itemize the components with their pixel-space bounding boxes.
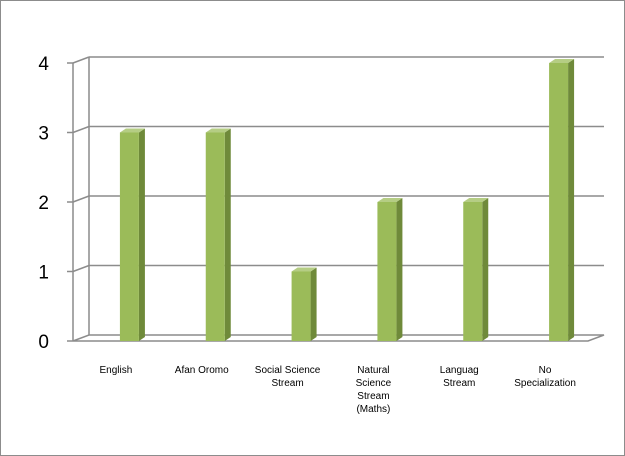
gridline-depth bbox=[72, 195, 90, 203]
bar bbox=[205, 128, 231, 341]
bar-top bbox=[291, 267, 317, 272]
gridline-depth bbox=[72, 56, 90, 64]
bar-front bbox=[463, 202, 483, 341]
x-tick-label: Social Science Stream bbox=[255, 365, 321, 389]
bar-side bbox=[396, 198, 403, 341]
bar-front bbox=[119, 132, 139, 341]
y-tick-label: 3 bbox=[38, 124, 49, 145]
gridline-depth bbox=[72, 125, 90, 134]
bar-side bbox=[224, 128, 231, 341]
bar bbox=[291, 267, 317, 341]
x-tick-label: No Specialization bbox=[514, 365, 576, 389]
bar-side bbox=[310, 267, 317, 341]
x-tick-label: Languag Stream bbox=[440, 365, 479, 389]
bar-side bbox=[568, 59, 575, 341]
bar-side bbox=[138, 128, 145, 341]
bar bbox=[377, 198, 403, 341]
x-tick-label: Natural Science Stream (Maths) bbox=[356, 365, 392, 415]
bar-front bbox=[291, 271, 311, 341]
y-tick-label: 0 bbox=[38, 332, 49, 353]
bar-front bbox=[205, 132, 225, 341]
gridlines bbox=[72, 56, 604, 335]
bar-top bbox=[377, 198, 403, 202]
bar-top bbox=[205, 128, 231, 133]
bar bbox=[549, 59, 575, 341]
bar-front bbox=[549, 63, 569, 341]
bar-front bbox=[377, 202, 397, 341]
bar bbox=[463, 198, 489, 341]
y-tick-label: 2 bbox=[38, 193, 49, 214]
x-tick-label: Afan Oromo bbox=[175, 365, 229, 376]
y-tick-label: 4 bbox=[38, 54, 49, 75]
chart-floor bbox=[72, 334, 605, 342]
bar bbox=[119, 128, 145, 341]
y-tick-label: 1 bbox=[38, 263, 49, 284]
bar-top bbox=[463, 198, 489, 202]
x-tick-label: English bbox=[100, 365, 133, 376]
bar-top bbox=[119, 128, 145, 133]
gridline-depth bbox=[72, 264, 90, 273]
bar-side bbox=[482, 198, 489, 341]
bar-top bbox=[549, 59, 575, 63]
